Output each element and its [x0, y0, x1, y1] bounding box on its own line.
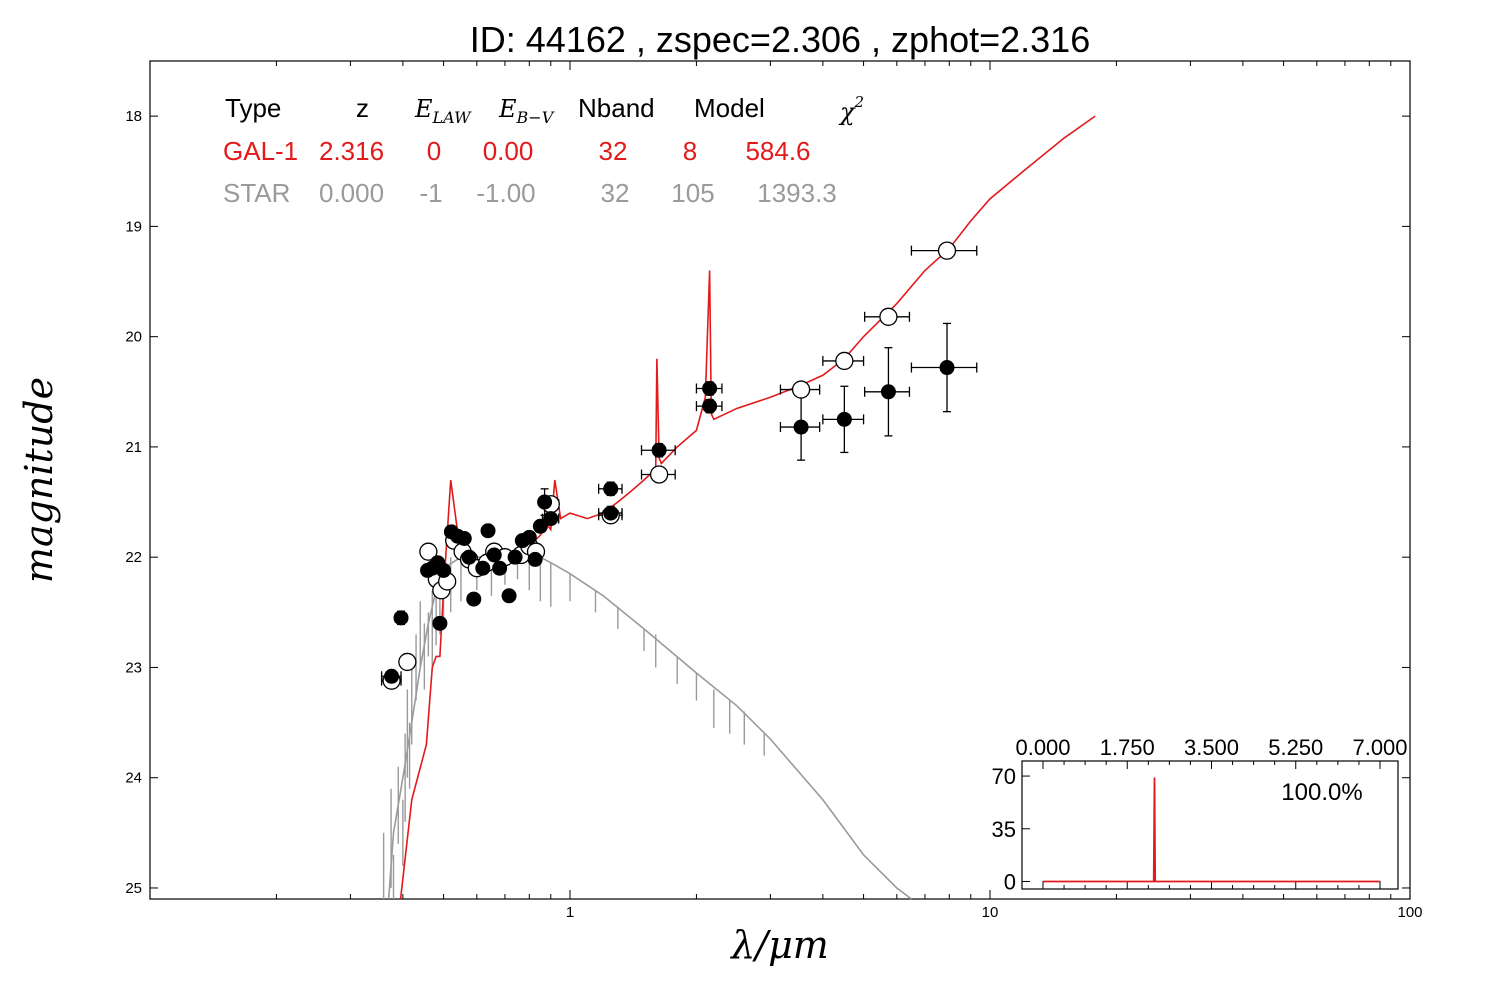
- table-header-nband: Nband: [578, 93, 655, 123]
- table-header-chi2: χ2: [838, 93, 864, 126]
- model-photometry-point: [835, 351, 854, 371]
- inset-y-tick-label: 35: [992, 817, 1016, 842]
- inset-x-tick-label: 0.000: [1015, 735, 1070, 760]
- observed-point: [475, 560, 491, 576]
- x-tick-label: 1: [566, 904, 574, 921]
- observed-point: [466, 591, 482, 607]
- inset-percentage: 100.0%: [1281, 779, 1362, 806]
- x-tick-label: 100: [1397, 904, 1422, 921]
- row-chi2: 1393.3: [757, 178, 837, 208]
- table-row-star: STAR 0.000 -1 -1.00 32 105 1393.3: [223, 178, 837, 208]
- observed-point: [507, 549, 523, 565]
- observed-point: [384, 668, 400, 684]
- elaw-subscript: LAW: [432, 108, 473, 127]
- inset-x-tick-label: 7.000: [1352, 735, 1407, 760]
- observed-point: [461, 549, 477, 565]
- observed-point: [393, 610, 409, 626]
- inset-y-tick-label: 0: [1004, 869, 1016, 894]
- y-tick-label: 19: [125, 218, 142, 235]
- y-axis-ticks: 18 19 20 21 22 23 24 25: [125, 108, 1410, 897]
- inset-x-ticks: 0.000 1.750 3.500 5.250 7.000: [1015, 735, 1408, 889]
- row-elaw: 0: [427, 136, 441, 166]
- row-model: 105: [671, 178, 714, 208]
- y-tick-label: 23: [125, 659, 142, 676]
- table-row-galaxy: GAL-1 2.316 0 0.00 32 8 584.6: [223, 136, 811, 166]
- observed-point: [543, 511, 559, 527]
- row-elaw: -1: [419, 178, 442, 208]
- observed-point: [456, 530, 472, 546]
- row-chi2: 584.6: [745, 136, 810, 166]
- row-type: GAL-1: [223, 136, 298, 166]
- row-nband: 32: [599, 136, 628, 166]
- observed-point: [603, 505, 619, 521]
- row-type: STAR: [223, 178, 290, 208]
- observed-point: [880, 384, 896, 400]
- model-photometry-point: [879, 307, 898, 326]
- y-tick-label: 20: [125, 329, 142, 346]
- model-photometry-point: [791, 380, 811, 399]
- row-ebv: -1.00: [476, 178, 535, 208]
- inset-y-ticks: 0 35 70: [992, 764, 1030, 894]
- chi2-superscript: 2: [854, 93, 865, 111]
- table-header-ebv: EB−V: [498, 95, 555, 127]
- y-tick-label: 25: [125, 880, 142, 897]
- inset-pdf: 0.000 1.750 3.500 5.250 7.000 0 35 70 100.0%: [992, 735, 1408, 894]
- row-model: 8: [683, 136, 697, 166]
- observed-point: [603, 481, 619, 497]
- inset-y-tick-label: 70: [992, 764, 1016, 789]
- model-photometry-point: [937, 241, 957, 260]
- observed-point: [793, 419, 809, 435]
- observed-point: [702, 380, 718, 396]
- x-tick-label: 10: [982, 904, 999, 921]
- chart-title: ID: 44162 , zspec=2.306 , zphot=2.316: [470, 19, 1090, 60]
- observed-point: [836, 411, 852, 427]
- observed-point: [501, 588, 517, 604]
- inset-pdf-line: [1043, 777, 1380, 883]
- observed-point: [486, 547, 502, 563]
- table-header-z: z: [356, 93, 369, 123]
- star-model-curve: [387, 553, 912, 900]
- observed-point: [651, 442, 667, 458]
- inset-pdf-curve: [1043, 777, 1380, 883]
- x-axis-ticks: 1 10 100: [275, 61, 1423, 921]
- photometry-markers: [382, 241, 957, 690]
- model-photometry-point: [398, 652, 417, 672]
- inset-x-tick-label: 5.250: [1268, 735, 1323, 760]
- y-axis-label: magnitude: [17, 377, 61, 583]
- model-photometry-point: [419, 542, 438, 561]
- star-model-line: [387, 553, 912, 900]
- table-header-type: Type: [225, 93, 281, 123]
- observed-point: [521, 529, 537, 545]
- inset-frame: [1021, 760, 1399, 890]
- observed-point: [527, 551, 543, 567]
- table-header-model: Model: [694, 93, 765, 123]
- inset-x-tick-label: 1.750: [1100, 735, 1155, 760]
- observed-point: [532, 518, 548, 534]
- observed-point: [492, 560, 508, 576]
- table-header-elaw: ELAW: [414, 95, 472, 127]
- observed-point: [432, 615, 448, 631]
- row-z: 0.000: [319, 178, 384, 208]
- star-absorption-lines: [382, 553, 765, 899]
- x-axis-label: λ/μm: [729, 923, 829, 967]
- observed-point: [480, 523, 496, 539]
- plot-frame: [149, 60, 1411, 900]
- observed-point: [939, 360, 955, 376]
- observed-point: [537, 494, 553, 510]
- fit-table: Type z ELAW EB−V Nband Model χ2 GAL-1 2.…: [223, 93, 864, 208]
- observed-point: [436, 562, 452, 578]
- row-ebv: 0.00: [483, 136, 534, 166]
- row-nband: 32: [601, 178, 630, 208]
- model-photometry-point: [649, 465, 669, 484]
- inset-x-tick-label: 3.500: [1184, 735, 1239, 760]
- y-tick-label: 22: [125, 549, 142, 566]
- y-tick-label: 18: [125, 108, 142, 125]
- ebv-subscript: B−V: [516, 108, 555, 127]
- y-tick-label: 21: [125, 439, 142, 456]
- observed-point: [702, 398, 718, 414]
- row-z: 2.316: [319, 136, 384, 166]
- y-tick-label: 24: [125, 770, 142, 787]
